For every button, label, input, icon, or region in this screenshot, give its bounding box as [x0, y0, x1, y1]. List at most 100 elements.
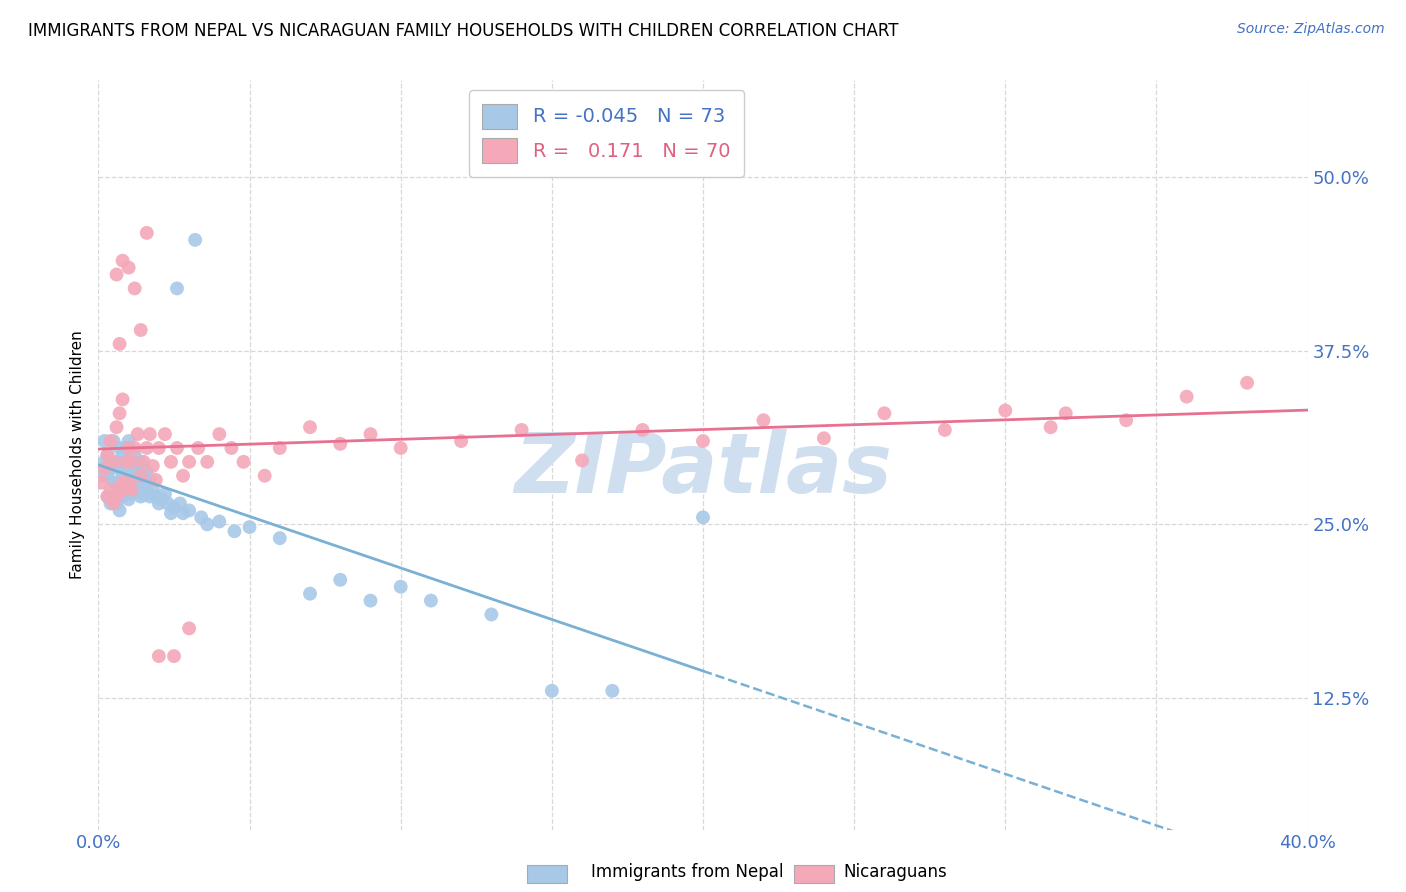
Point [135, 441, 157, 455]
Point [132, 468, 155, 483]
Point [114, 462, 136, 476]
Point [163, 649, 186, 664]
Point [163, 500, 186, 515]
Point [108, 406, 131, 420]
Point [105, 490, 128, 504]
Point [103, 496, 125, 510]
Point [111, 475, 134, 490]
Point [160, 455, 183, 469]
Point [100, 434, 122, 448]
Point [111, 253, 134, 268]
Point [96, 490, 118, 504]
Point [105, 455, 128, 469]
Text: ZIPatlas: ZIPatlas [515, 429, 891, 510]
Point [389, 580, 412, 594]
Point [602, 683, 624, 698]
Point [195, 455, 218, 469]
Point [166, 441, 188, 455]
Point [269, 531, 291, 545]
Point [450, 434, 472, 448]
Point [132, 455, 155, 469]
Point [571, 453, 593, 467]
Point [105, 475, 128, 490]
Point [129, 455, 152, 469]
Point [179, 621, 201, 635]
Point [631, 423, 654, 437]
Point [208, 515, 231, 529]
Point [169, 496, 191, 510]
Point [139, 427, 162, 442]
Point [179, 455, 201, 469]
Legend: R = -0.045   N = 73, R =   0.171   N = 70: R = -0.045 N = 73, R = 0.171 N = 70 [468, 90, 744, 177]
Point [124, 441, 146, 455]
Point [127, 478, 149, 492]
Point [127, 458, 149, 473]
Point [221, 441, 243, 455]
Point [239, 520, 262, 534]
Point [389, 441, 412, 455]
Point [93, 455, 115, 469]
Point [329, 437, 352, 451]
Point [135, 226, 157, 240]
Point [121, 455, 143, 469]
Point [118, 260, 141, 275]
Point [148, 649, 170, 664]
Point [121, 455, 143, 469]
Point [187, 441, 209, 455]
Point [156, 496, 179, 510]
Point [481, 607, 503, 622]
Point [813, 431, 835, 445]
Point [232, 455, 254, 469]
Point [329, 573, 352, 587]
Point [1039, 420, 1062, 434]
Point [934, 423, 956, 437]
Point [142, 458, 165, 473]
Point [93, 462, 115, 476]
Point [420, 593, 443, 607]
Point [96, 490, 118, 504]
Point [1236, 376, 1258, 390]
Text: Source: ZipAtlas.com: Source: ZipAtlas.com [1237, 22, 1385, 37]
Point [752, 413, 775, 427]
Point [111, 392, 134, 407]
Point [148, 496, 170, 510]
Point [100, 496, 122, 510]
Point [121, 468, 143, 483]
Point [166, 281, 188, 295]
Point [208, 427, 231, 442]
Point [139, 490, 162, 504]
Point [105, 496, 128, 510]
Point [103, 475, 125, 490]
Point [114, 441, 136, 455]
Point [111, 448, 134, 462]
Point [108, 462, 131, 476]
Point [111, 490, 134, 504]
Point [124, 281, 146, 295]
Point [190, 510, 212, 524]
Point [172, 468, 194, 483]
Point [129, 473, 152, 487]
Point [118, 475, 141, 490]
Point [139, 473, 162, 487]
Point [108, 483, 131, 497]
Point [145, 490, 167, 504]
Point [124, 483, 146, 497]
Point [360, 427, 382, 442]
Point [124, 465, 146, 479]
Point [118, 475, 141, 490]
Point [127, 427, 149, 442]
Text: Nicaraguans: Nicaraguans [844, 863, 948, 881]
Point [103, 455, 125, 469]
Point [299, 420, 322, 434]
Point [179, 503, 201, 517]
Point [160, 506, 183, 520]
Point [184, 233, 207, 247]
Point [108, 337, 131, 351]
Point [108, 483, 131, 497]
Point [510, 423, 533, 437]
Point [145, 473, 167, 487]
Point [873, 406, 896, 420]
Point [195, 517, 218, 532]
Point [114, 483, 136, 497]
Point [132, 487, 155, 501]
